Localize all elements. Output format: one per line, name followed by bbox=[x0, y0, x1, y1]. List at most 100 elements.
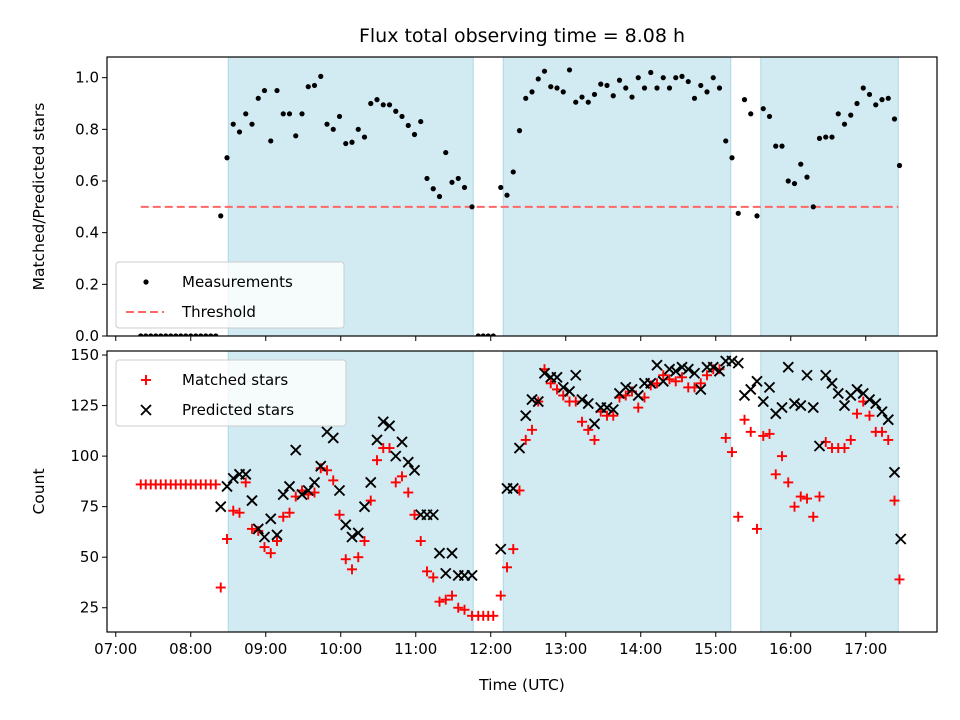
data-point bbox=[695, 383, 707, 396]
data-point bbox=[274, 87, 280, 94]
data-point bbox=[340, 519, 352, 531]
data-point bbox=[299, 111, 305, 117]
legend-label: Measurements bbox=[182, 273, 293, 291]
data-point bbox=[866, 91, 873, 98]
data-point bbox=[766, 113, 773, 120]
x-tick-label: 13:00 bbox=[544, 640, 587, 658]
data-point bbox=[758, 430, 769, 441]
data-point bbox=[601, 401, 613, 414]
x-b bbox=[296, 488, 308, 501]
x-b bbox=[427, 509, 439, 521]
data-point bbox=[498, 184, 504, 191]
x-tick-label: 11:00 bbox=[394, 640, 437, 658]
data-point bbox=[340, 554, 351, 565]
data-point bbox=[230, 121, 236, 127]
x-b bbox=[695, 383, 707, 396]
data-point bbox=[785, 178, 791, 184]
data-point bbox=[453, 602, 464, 613]
x-b bbox=[371, 434, 383, 446]
data-point bbox=[629, 94, 635, 100]
data-point bbox=[434, 596, 445, 607]
x-b bbox=[240, 468, 252, 480]
data-point bbox=[443, 149, 449, 156]
data-point bbox=[440, 567, 452, 580]
y-axis-label: Count bbox=[30, 468, 48, 514]
data-point bbox=[371, 434, 383, 446]
data-point bbox=[776, 401, 788, 414]
data-point bbox=[403, 487, 414, 498]
data-point bbox=[158, 333, 164, 336]
data-point bbox=[788, 397, 801, 410]
data-point bbox=[666, 85, 673, 91]
data-point bbox=[466, 569, 478, 582]
x-ticks bbox=[115, 336, 867, 341]
legend-label: Matched stars bbox=[182, 371, 288, 389]
x-tick-label: 07:00 bbox=[94, 640, 137, 658]
data-point bbox=[210, 479, 221, 490]
x-b bbox=[227, 472, 239, 485]
x-b bbox=[795, 399, 807, 412]
data-point bbox=[333, 484, 346, 497]
data-point bbox=[507, 482, 519, 495]
x-b bbox=[663, 363, 676, 375]
data-point bbox=[397, 471, 407, 482]
x-b bbox=[838, 399, 851, 412]
data-point bbox=[365, 495, 376, 506]
x-b bbox=[321, 426, 333, 438]
data-point bbox=[551, 371, 563, 383]
x-b bbox=[626, 383, 638, 396]
x-b bbox=[258, 531, 271, 543]
data-point bbox=[513, 442, 526, 454]
y-tick-label: 0.0 bbox=[75, 327, 99, 345]
data-point bbox=[249, 121, 255, 127]
data-point bbox=[648, 69, 654, 76]
data-point bbox=[702, 370, 712, 381]
data-point bbox=[485, 333, 491, 336]
data-point bbox=[535, 76, 541, 82]
x-b bbox=[340, 519, 352, 531]
data-point bbox=[405, 122, 411, 129]
data-point bbox=[733, 511, 744, 522]
shaded-intervals bbox=[227, 350, 899, 633]
data-point bbox=[545, 378, 556, 389]
data-point bbox=[347, 564, 357, 575]
x-b bbox=[495, 543, 507, 555]
data-point bbox=[783, 477, 794, 488]
data-point bbox=[305, 84, 311, 90]
x-b bbox=[782, 361, 794, 373]
data-point bbox=[490, 333, 496, 336]
data-point bbox=[218, 213, 224, 219]
data-point bbox=[752, 523, 762, 534]
x-tick-label: 17:00 bbox=[844, 640, 887, 658]
data-point bbox=[178, 333, 184, 336]
y-tick-label: 50 bbox=[80, 548, 99, 566]
data-point bbox=[645, 377, 657, 390]
data-point bbox=[296, 488, 308, 501]
data-point bbox=[415, 536, 426, 547]
data-point bbox=[258, 531, 271, 543]
data-point bbox=[885, 95, 891, 101]
x-axis-label: Time (UTC) bbox=[478, 676, 565, 694]
data-point bbox=[318, 73, 324, 79]
data-point bbox=[138, 333, 144, 336]
data-point bbox=[604, 82, 610, 89]
data-point bbox=[620, 381, 632, 394]
data-point bbox=[436, 193, 443, 200]
data-point bbox=[168, 333, 174, 336]
data-point bbox=[829, 134, 835, 140]
y-tick-label: 0.4 bbox=[75, 224, 99, 242]
data-point bbox=[688, 367, 701, 379]
data-point bbox=[654, 85, 660, 91]
data-point bbox=[548, 84, 554, 90]
data-point bbox=[455, 175, 461, 182]
data-point bbox=[427, 509, 439, 521]
data-point bbox=[798, 161, 804, 167]
data-point bbox=[272, 536, 282, 547]
data-point bbox=[527, 424, 537, 435]
x-b bbox=[588, 418, 601, 430]
data-point bbox=[845, 434, 856, 445]
data-point bbox=[713, 365, 726, 377]
x-b bbox=[520, 410, 532, 422]
data-point bbox=[691, 95, 698, 101]
data-point bbox=[390, 450, 402, 462]
